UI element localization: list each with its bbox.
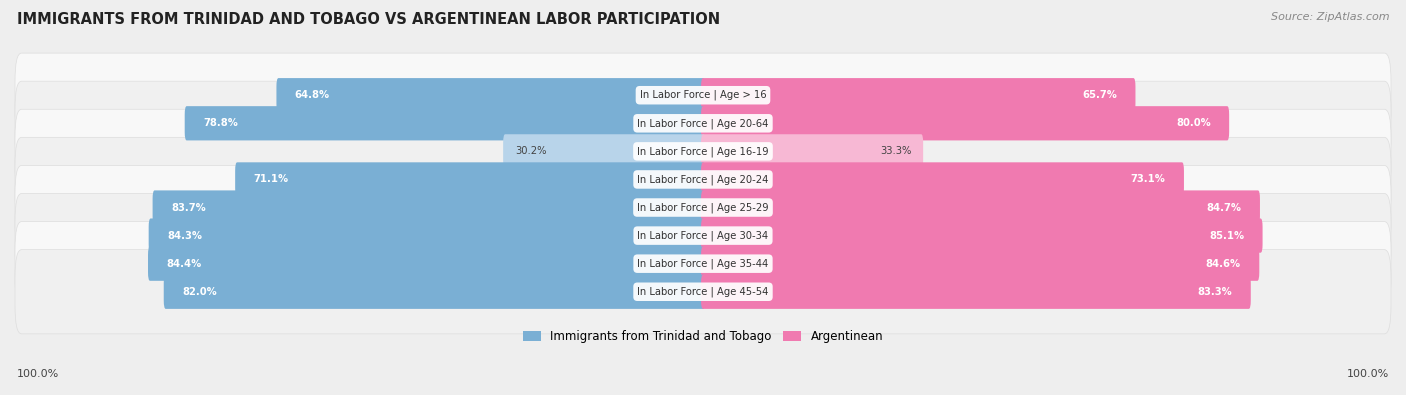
Text: 78.8%: 78.8%: [202, 118, 238, 128]
FancyBboxPatch shape: [15, 250, 1391, 334]
Text: 64.8%: 64.8%: [295, 90, 330, 100]
Text: 85.1%: 85.1%: [1209, 231, 1244, 241]
FancyBboxPatch shape: [702, 78, 1136, 112]
Text: 100.0%: 100.0%: [1347, 369, 1389, 379]
FancyBboxPatch shape: [702, 162, 1184, 197]
FancyBboxPatch shape: [15, 53, 1391, 137]
FancyBboxPatch shape: [702, 134, 924, 169]
Text: 30.2%: 30.2%: [515, 147, 547, 156]
Legend: Immigrants from Trinidad and Tobago, Argentinean: Immigrants from Trinidad and Tobago, Arg…: [519, 325, 887, 348]
FancyBboxPatch shape: [15, 194, 1391, 278]
FancyBboxPatch shape: [702, 190, 1260, 225]
Text: In Labor Force | Age 25-29: In Labor Force | Age 25-29: [637, 202, 769, 213]
FancyBboxPatch shape: [15, 222, 1391, 306]
Text: 84.7%: 84.7%: [1206, 203, 1241, 213]
Text: In Labor Force | Age 20-64: In Labor Force | Age 20-64: [637, 118, 769, 128]
FancyBboxPatch shape: [184, 106, 704, 140]
Text: 82.0%: 82.0%: [183, 287, 217, 297]
FancyBboxPatch shape: [163, 275, 704, 309]
FancyBboxPatch shape: [702, 275, 1251, 309]
Text: 83.3%: 83.3%: [1198, 287, 1233, 297]
FancyBboxPatch shape: [15, 166, 1391, 250]
Text: Source: ZipAtlas.com: Source: ZipAtlas.com: [1271, 12, 1389, 22]
FancyBboxPatch shape: [702, 218, 1263, 253]
FancyBboxPatch shape: [277, 78, 704, 112]
FancyBboxPatch shape: [503, 134, 704, 169]
Text: IMMIGRANTS FROM TRINIDAD AND TOBAGO VS ARGENTINEAN LABOR PARTICIPATION: IMMIGRANTS FROM TRINIDAD AND TOBAGO VS A…: [17, 12, 720, 27]
FancyBboxPatch shape: [148, 246, 704, 281]
FancyBboxPatch shape: [149, 218, 704, 253]
Text: 80.0%: 80.0%: [1175, 118, 1211, 128]
FancyBboxPatch shape: [235, 162, 704, 197]
Text: 84.3%: 84.3%: [167, 231, 202, 241]
Text: In Labor Force | Age 16-19: In Labor Force | Age 16-19: [637, 146, 769, 157]
Text: 65.7%: 65.7%: [1083, 90, 1118, 100]
Text: In Labor Force | Age 45-54: In Labor Force | Age 45-54: [637, 286, 769, 297]
FancyBboxPatch shape: [15, 137, 1391, 222]
Text: In Labor Force | Age > 16: In Labor Force | Age > 16: [640, 90, 766, 100]
Text: 84.6%: 84.6%: [1206, 259, 1241, 269]
Text: 84.4%: 84.4%: [166, 259, 201, 269]
FancyBboxPatch shape: [153, 190, 704, 225]
FancyBboxPatch shape: [702, 246, 1260, 281]
FancyBboxPatch shape: [702, 106, 1229, 140]
Text: 100.0%: 100.0%: [17, 369, 59, 379]
Text: 73.1%: 73.1%: [1130, 175, 1166, 184]
FancyBboxPatch shape: [15, 109, 1391, 194]
Text: 33.3%: 33.3%: [880, 147, 911, 156]
Text: 83.7%: 83.7%: [172, 203, 205, 213]
Text: In Labor Force | Age 30-34: In Labor Force | Age 30-34: [637, 230, 769, 241]
Text: In Labor Force | Age 35-44: In Labor Force | Age 35-44: [637, 258, 769, 269]
FancyBboxPatch shape: [15, 81, 1391, 166]
Text: 71.1%: 71.1%: [253, 175, 288, 184]
Text: In Labor Force | Age 20-24: In Labor Force | Age 20-24: [637, 174, 769, 185]
